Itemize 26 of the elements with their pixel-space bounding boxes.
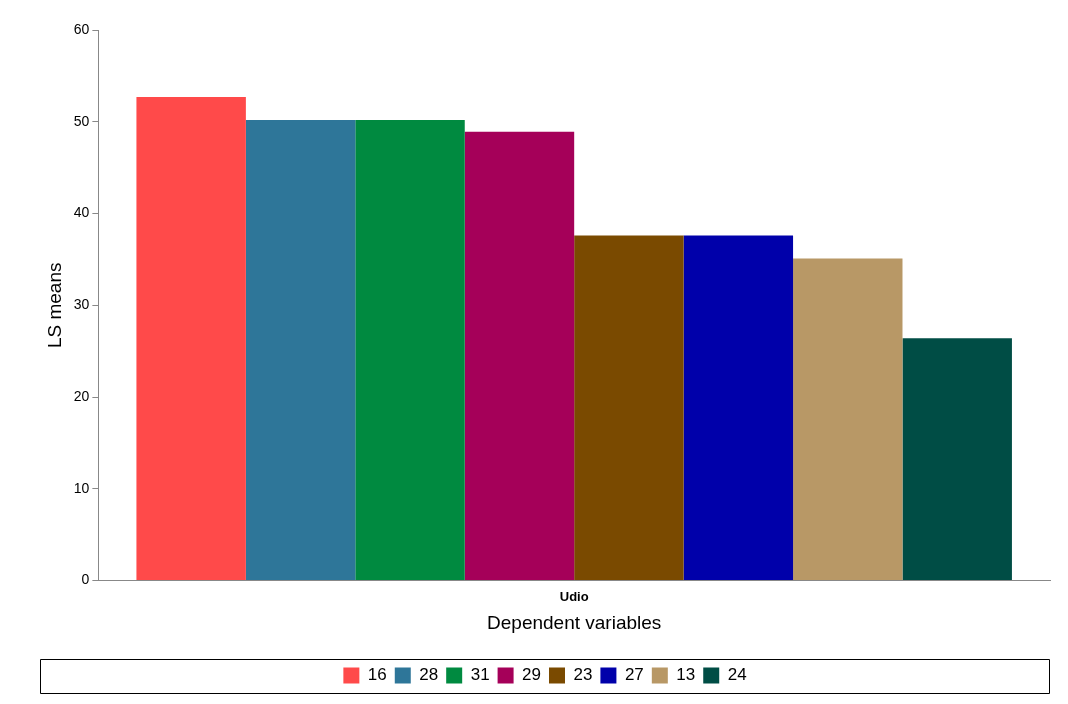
bar	[683, 235, 794, 581]
bar	[136, 96, 246, 581]
legend-label: 16	[367, 665, 387, 685]
legend-label: 28	[419, 665, 439, 685]
x-tick-label: Udio	[559, 588, 589, 604]
y-tick-label: 20	[73, 387, 90, 404]
bar	[464, 131, 575, 581]
y-tick-label: 40	[73, 204, 90, 221]
bar	[793, 258, 903, 581]
bar	[245, 119, 356, 581]
y-tick-label: 60	[73, 20, 90, 37]
x-axis-title: Dependent variables	[487, 611, 662, 633]
legend-label: 13	[676, 665, 696, 685]
legend-label: 31	[470, 665, 490, 685]
legend-label: 27	[624, 665, 644, 685]
y-axis-title: LS means	[43, 262, 65, 349]
y-tick-label: 0	[81, 571, 90, 588]
y-tick-label: 10	[73, 479, 90, 496]
legend-label: 29	[522, 665, 542, 685]
y-tick-label: 30	[73, 296, 90, 313]
bar	[902, 338, 1012, 581]
legend-label: 23	[573, 665, 593, 685]
bar	[574, 235, 684, 581]
legend-label: 24	[727, 665, 747, 685]
bar	[355, 119, 465, 581]
y-tick-label: 50	[73, 112, 90, 129]
